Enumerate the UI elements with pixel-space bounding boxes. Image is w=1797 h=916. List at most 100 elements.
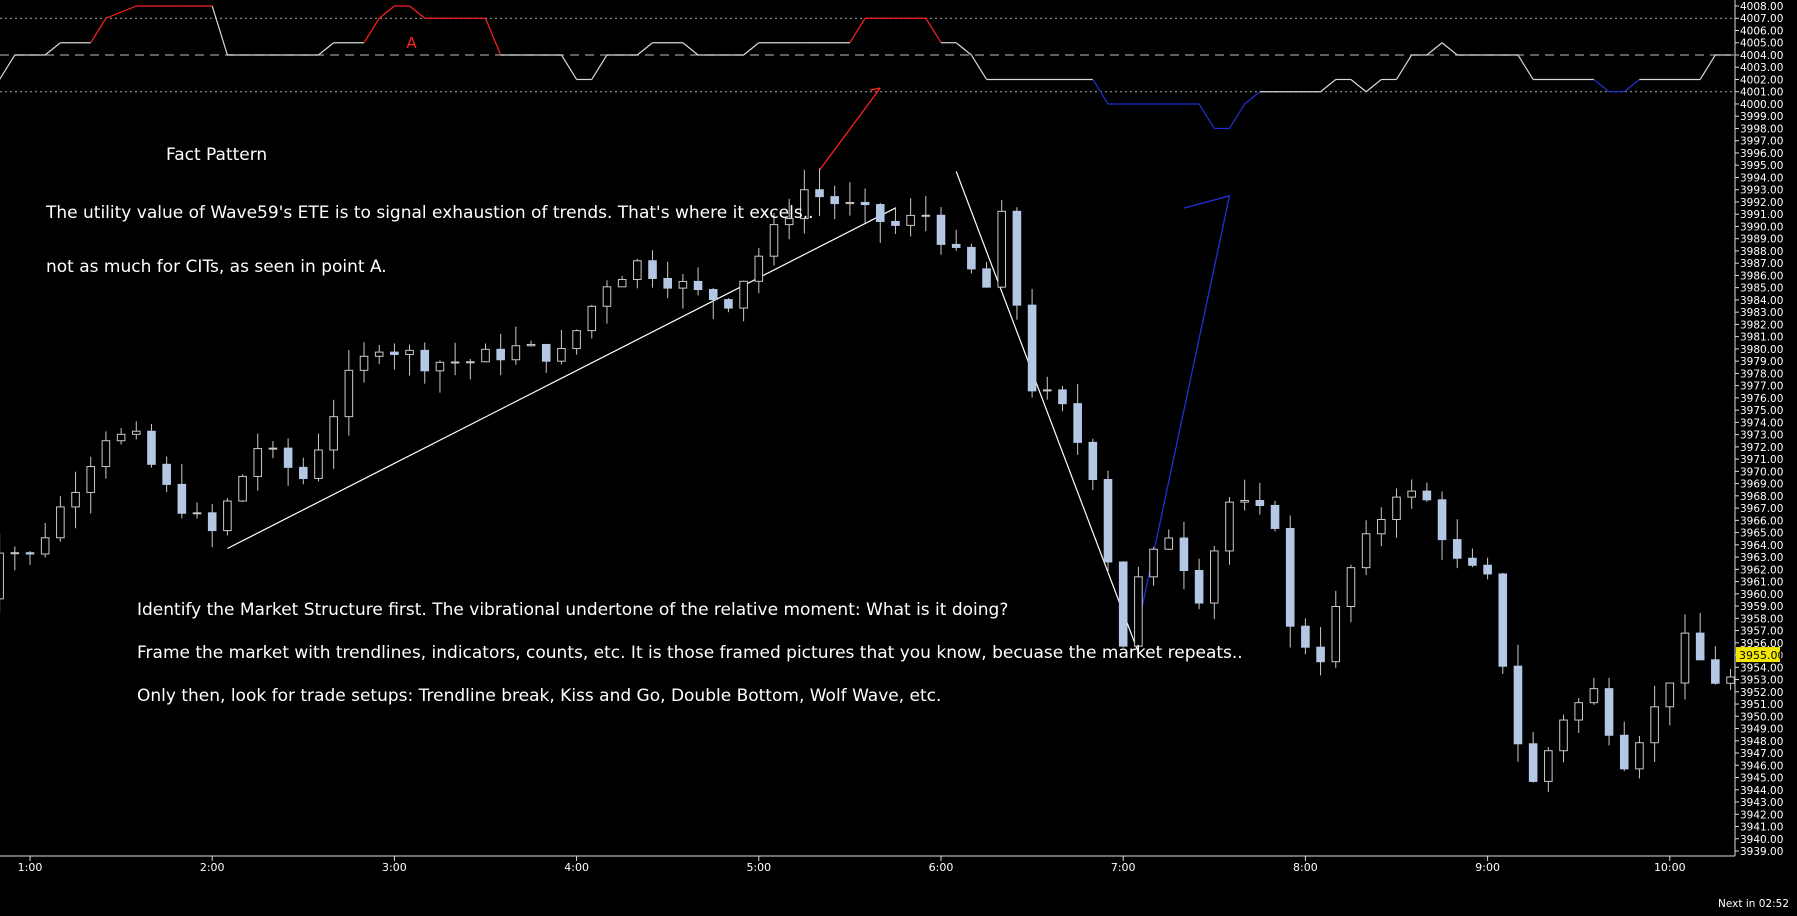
time-tick-label: 2:00 <box>200 861 225 874</box>
candle-body <box>405 349 414 355</box>
candle <box>1210 545 1219 620</box>
candle <box>1680 614 1690 700</box>
time-tick-label: 8:00 <box>1293 861 1318 874</box>
candle <box>1134 566 1143 659</box>
candle-body <box>1468 557 1477 566</box>
annotation-line-5: Only then, look for trade setups: Trendl… <box>137 686 942 706</box>
indicator-segment <box>1320 79 1337 93</box>
candle-body <box>875 204 885 222</box>
indicator-segment <box>682 42 699 56</box>
candle <box>708 287 718 320</box>
price-tick-label: 3956.00 <box>1740 638 1783 650</box>
candle <box>268 440 278 459</box>
price-tick-label: 3996.00 <box>1740 148 1783 160</box>
candle <box>815 168 824 217</box>
candle-body <box>1559 719 1568 752</box>
candle-body <box>1574 702 1583 721</box>
price-tick-label: 3942.00 <box>1740 809 1783 821</box>
price-tick-label: 3985.00 <box>1740 283 1783 295</box>
indicator-segment <box>211 5 228 56</box>
candle-body <box>40 537 50 555</box>
price-tick-label: 3988.00 <box>1740 246 1783 258</box>
price-tick-label: 3949.00 <box>1740 724 1783 736</box>
candle-body <box>420 349 430 372</box>
candle-body <box>541 343 551 362</box>
candle-body <box>116 433 126 442</box>
price-tick-label: 3954.00 <box>1740 662 1783 674</box>
candle <box>1164 529 1174 550</box>
candle-body <box>238 475 247 502</box>
candle-body <box>587 305 597 332</box>
price-tick-label: 4007.00 <box>1740 13 1783 25</box>
indicator-segment <box>849 17 866 44</box>
candle-body <box>496 348 505 361</box>
candle <box>40 522 50 558</box>
price-tick-label: 3993.00 <box>1740 185 1783 197</box>
candle-body <box>1513 665 1523 745</box>
candle <box>1118 561 1128 648</box>
price-tick-label: 3957.00 <box>1740 626 1783 638</box>
price-tick-label: 3973.00 <box>1740 430 1783 442</box>
price-tick-label: 4004.00 <box>1740 50 1783 62</box>
price-tick-label: 3979.00 <box>1740 356 1783 368</box>
price-tick-label: 3970.00 <box>1740 466 1783 478</box>
indicator-segment <box>636 42 653 56</box>
candle-body <box>1619 734 1629 770</box>
candle-body <box>860 201 870 206</box>
candle-body <box>754 255 764 282</box>
candle-body <box>374 351 384 357</box>
candle-body <box>131 430 141 435</box>
indicator-segment <box>409 5 426 19</box>
point-a-label: A <box>406 34 417 52</box>
candle <box>1331 590 1341 668</box>
candle <box>1377 507 1386 547</box>
price-tick-label: 3948.00 <box>1740 736 1783 748</box>
candle <box>1058 385 1067 412</box>
candle <box>1270 500 1280 532</box>
candle <box>572 329 581 355</box>
candle <box>1589 677 1599 705</box>
candle <box>1316 626 1325 676</box>
candle <box>1665 682 1675 726</box>
candle <box>602 280 612 324</box>
indicator-segment <box>318 42 335 56</box>
candle-body <box>268 447 278 450</box>
candle <box>1225 497 1234 565</box>
current-price-tag <box>1736 647 1780 663</box>
candle-body <box>845 201 855 205</box>
candle <box>25 551 35 565</box>
candle-body <box>1012 210 1022 306</box>
price-tick-label: 3953.00 <box>1740 675 1783 687</box>
time-tick-label: 4:00 <box>564 861 589 874</box>
candle <box>845 182 855 216</box>
candle <box>344 349 354 436</box>
candle-body <box>1650 706 1659 744</box>
candle-body <box>572 330 581 350</box>
candle-body <box>1316 646 1325 663</box>
price-tick-label: 4006.00 <box>1740 25 1783 37</box>
candle <box>1392 488 1401 538</box>
candle-body <box>663 277 672 289</box>
candle <box>1240 479 1249 511</box>
candle <box>435 360 445 393</box>
candle-body <box>602 286 612 307</box>
price-tick-label: 3951.00 <box>1740 699 1783 711</box>
candle <box>967 243 976 274</box>
candle <box>860 188 870 223</box>
trendline <box>227 207 896 550</box>
candle <box>754 247 764 294</box>
indicator-segment <box>1244 91 1261 105</box>
price-tick-label: 3976.00 <box>1740 393 1783 405</box>
time-tick-label: 3:00 <box>382 861 407 874</box>
candle <box>374 344 384 365</box>
candle <box>450 342 460 376</box>
indicator-segment <box>1593 79 1610 93</box>
price-tick-label: 3989.00 <box>1740 234 1783 246</box>
indicator-segment <box>90 17 107 44</box>
candle <box>253 433 263 491</box>
candle <box>1179 521 1189 590</box>
candle-body <box>1149 548 1158 578</box>
candle-body <box>314 449 323 479</box>
current-price-text: 3955.00 <box>1739 649 1785 662</box>
candle-body <box>906 214 915 226</box>
